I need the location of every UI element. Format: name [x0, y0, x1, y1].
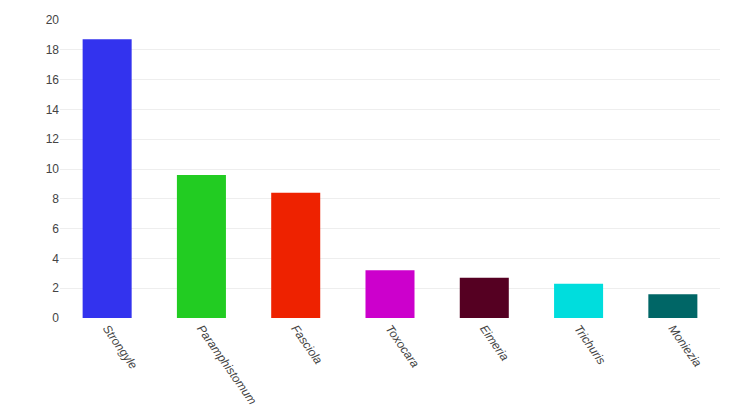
svg-text:18: 18 — [46, 43, 60, 57]
svg-text:16: 16 — [46, 73, 60, 87]
svg-text:10: 10 — [46, 162, 60, 176]
svg-text:Fasciola: Fasciola — [288, 322, 325, 367]
svg-text:6: 6 — [52, 222, 59, 236]
svg-text:Eimeria: Eimeria — [477, 322, 512, 364]
svg-text:Strongyle: Strongyle — [100, 322, 141, 372]
svg-text:12: 12 — [46, 132, 60, 146]
svg-text:8: 8 — [52, 192, 59, 206]
svg-text:Toxocara: Toxocara — [383, 322, 423, 370]
svg-text:Trichuris: Trichuris — [571, 322, 608, 367]
svg-text:14: 14 — [46, 103, 60, 117]
svg-text:2: 2 — [52, 281, 59, 295]
svg-text:Moniezia: Moniezia — [665, 322, 704, 370]
svg-text:Paramphistomum: Paramphistomum — [194, 322, 259, 407]
svg-text:0: 0 — [52, 311, 59, 325]
svg-text:20: 20 — [46, 13, 60, 27]
svg-text:4: 4 — [52, 252, 59, 266]
